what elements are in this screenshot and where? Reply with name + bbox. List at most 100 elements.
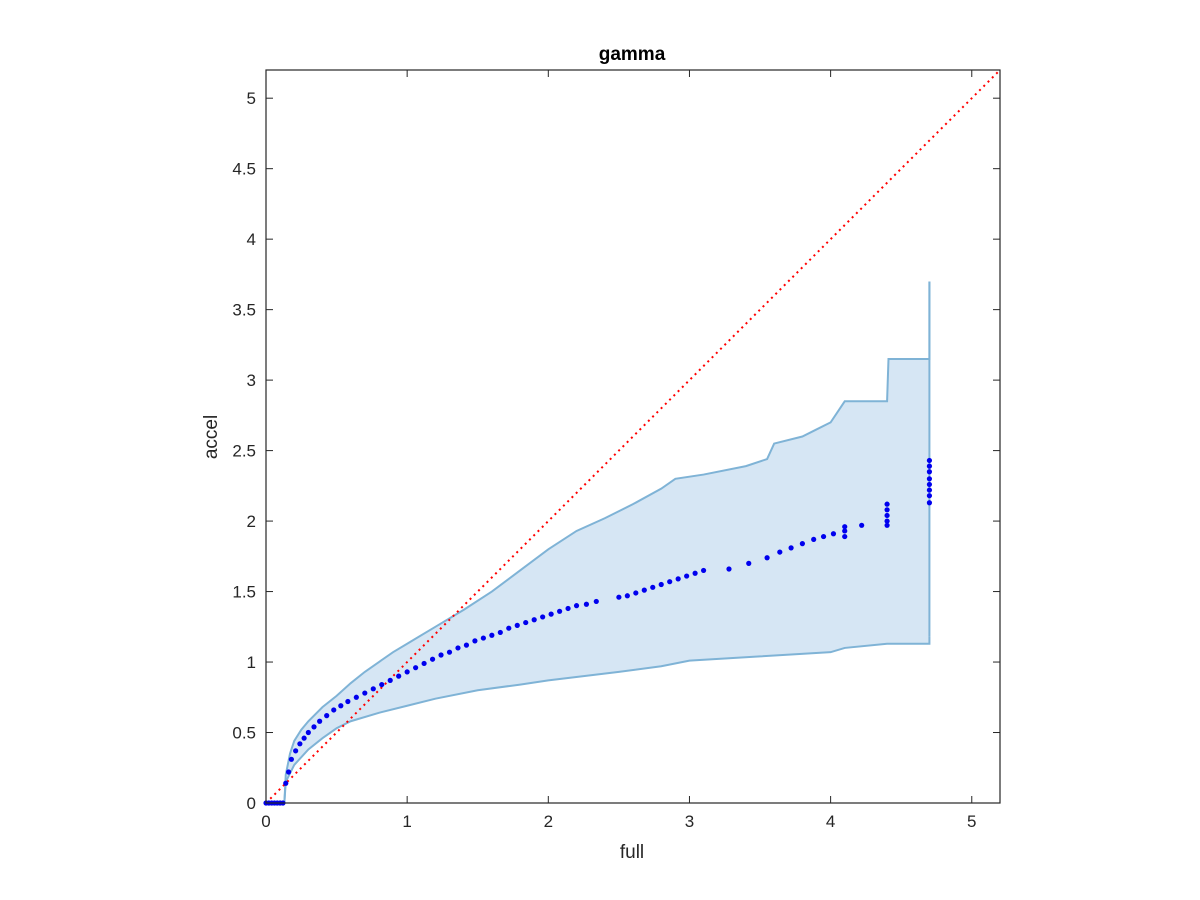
data-point: [288, 756, 295, 762]
data-point: [650, 584, 656, 590]
data-point: [675, 576, 681, 582]
data-point: [345, 698, 351, 705]
data-point: [463, 642, 470, 648]
x-tick-label: 5: [967, 812, 976, 831]
data-point: [926, 469, 933, 475]
data-point: [820, 533, 827, 540]
data-point: [884, 501, 890, 507]
data-point: [311, 724, 317, 730]
data-point: [283, 780, 289, 786]
plot-frame: [265, 69, 1001, 804]
data-point: [531, 617, 537, 623]
y-tick-label: 0: [247, 794, 256, 813]
data-point: [884, 507, 890, 513]
y-tick-label: 3.5: [232, 301, 256, 320]
data-point: [926, 463, 933, 469]
data-point: [421, 660, 427, 667]
data-point: [413, 665, 419, 671]
reference-diagonal: [265, 69, 1001, 804]
data-point: [565, 605, 571, 612]
data-point: [777, 549, 783, 555]
data-points: [263, 457, 933, 806]
data-point: [633, 590, 639, 596]
data-point: [842, 524, 848, 530]
data-point: [514, 622, 520, 628]
data-point: [764, 555, 770, 561]
data-point: [859, 522, 865, 528]
axes: [265, 69, 1001, 804]
data-point: [472, 638, 478, 644]
data-point: [616, 594, 622, 600]
data-point: [293, 748, 299, 754]
data-point: [799, 541, 805, 547]
y-tick-label: 3: [247, 371, 256, 390]
data-point: [324, 713, 330, 719]
data-point: [362, 690, 368, 696]
x-tick-label: 3: [685, 812, 694, 831]
data-point: [593, 598, 599, 605]
data-point: [926, 457, 933, 464]
data-point: [285, 769, 292, 775]
data-point: [480, 635, 486, 641]
data-point: [353, 694, 359, 700]
data-point: [305, 729, 311, 736]
data-point: [926, 476, 933, 482]
y-tick-label: 4: [247, 230, 256, 249]
data-point: [658, 581, 664, 588]
data-point: [884, 518, 890, 524]
chart-title: gamma: [599, 44, 666, 65]
y-tick-label: 4.5: [232, 160, 256, 179]
data-point: [297, 741, 303, 747]
y-axis-label: accel: [201, 415, 222, 459]
data-point: [624, 593, 630, 599]
data-point: [540, 614, 546, 620]
data-point: [497, 629, 503, 636]
data-point: [788, 545, 794, 551]
data-point: [429, 656, 436, 662]
data-point: [331, 707, 337, 713]
band-upper-edge: [283, 281, 931, 804]
data-point: [926, 481, 933, 488]
data-point: [523, 619, 529, 626]
confidence-band: [283, 281, 931, 804]
data-point: [842, 528, 848, 534]
data-point: [404, 669, 410, 675]
data-point: [726, 566, 732, 572]
data-point: [557, 608, 563, 614]
data-point: [301, 735, 307, 741]
band-fill: [284, 281, 930, 803]
data-point: [387, 677, 393, 683]
ticks: 0 1 2 3 4 5 0 0.5 1 1.5 2 2.5 3 3.5 4 4.5 5: [232, 70, 1000, 831]
x-tick-label: 0: [261, 812, 270, 831]
x-tick-label: 1: [402, 812, 411, 831]
y-tick-label: 1.5: [232, 583, 256, 602]
data-point: [884, 512, 890, 519]
data-point: [641, 587, 647, 593]
data-point: [583, 601, 590, 607]
data-point: [506, 625, 512, 631]
data-point: [370, 686, 376, 692]
data-point: [455, 645, 461, 651]
data-point: [926, 487, 933, 493]
y-tick-label: 2.5: [232, 442, 256, 461]
data-point: [926, 493, 933, 499]
data-point: [926, 500, 933, 506]
data-point: [684, 573, 690, 579]
data-point: [746, 560, 752, 566]
data-point: [842, 533, 848, 540]
data-point: [700, 567, 707, 574]
data-point: [573, 603, 580, 609]
data-point: [692, 570, 698, 576]
data-point: [396, 673, 402, 679]
y-tick-label: 0.5: [232, 724, 256, 743]
y-tick-label: 5: [247, 89, 256, 108]
data-point: [884, 522, 890, 528]
band-lower-edge: [283, 636, 931, 804]
data-point: [489, 632, 495, 638]
reference-line: [265, 69, 1001, 804]
data-point: [667, 579, 673, 585]
y-tick-label: 2: [247, 512, 256, 531]
data-point: [446, 649, 453, 655]
data-point: [338, 703, 344, 709]
